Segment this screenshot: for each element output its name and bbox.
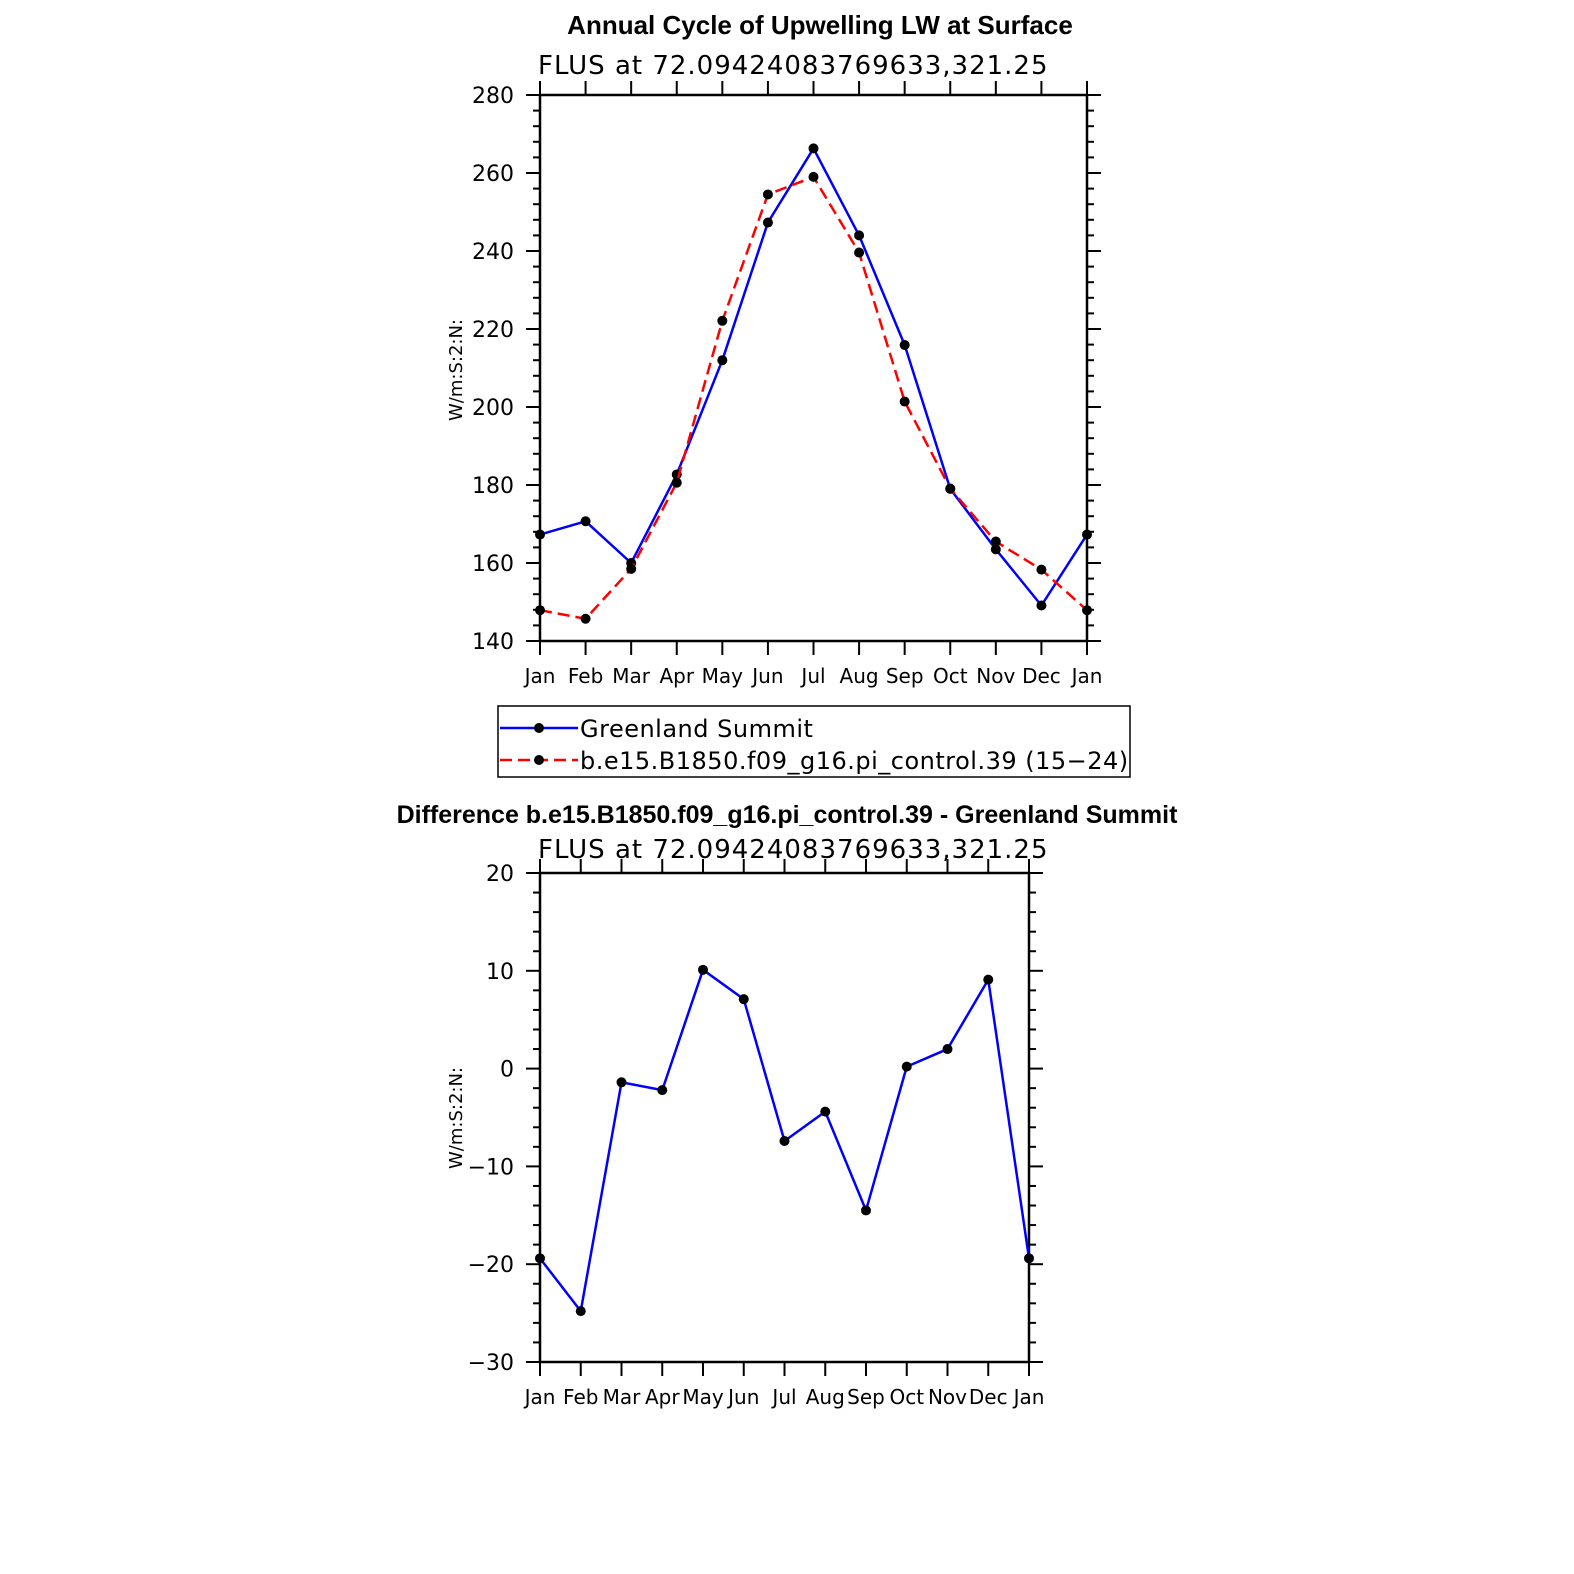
chart2-series-0-point (901, 1061, 912, 1072)
chart1-series-1-point (808, 171, 819, 182)
chart1-x-tick-label: Jan (523, 664, 556, 688)
chart2-y-tick-label: −30 (468, 1351, 514, 1376)
chart1-series-1-point (580, 613, 591, 624)
chart1-series-1-point (990, 536, 1001, 547)
chart1-x-tick-label: Oct (933, 664, 968, 688)
chart1-x-tick-label: Jul (799, 664, 825, 688)
chart2-x-tick-label: Jul (770, 1385, 796, 1409)
chart1-series-0-point (717, 355, 728, 366)
chart2-series-0-point (698, 964, 708, 975)
chart1-y-tick-label: 140 (472, 630, 514, 655)
legend: Greenland Summit b.e15.B1850.f09_g16.pi_… (497, 705, 1131, 778)
chart2-series-0-point (738, 994, 749, 1005)
chart2-x-tick-label: Aug (806, 1385, 845, 1409)
chart1-series-0-point (899, 339, 910, 350)
chart2-plot-frame (538, 871, 1031, 1364)
chart1-series-1-point (535, 605, 545, 616)
chart2-y-axis-label: W/m:S:2:N: (446, 1067, 467, 1169)
chart1-series-0-point (762, 217, 773, 228)
chart2-series-0-point (657, 1085, 668, 1096)
chart1-x-tick-label: Jun (750, 664, 783, 688)
chart1-x-tick-label: Feb (568, 664, 603, 688)
chart1-x-tick-label: May (702, 664, 744, 688)
chart2-series-0-point (575, 1306, 586, 1317)
legend-box (497, 705, 1131, 778)
chart1-y-tick-label: 280 (472, 84, 514, 109)
chart2-x-tick-label: Apr (645, 1385, 680, 1409)
chart1-y-tick-label: 180 (472, 474, 514, 499)
chart1-series-1-point (717, 315, 728, 326)
chart2-y-tick-label: −10 (468, 1155, 514, 1180)
chart1-x-tick-label: Sep (886, 664, 924, 688)
chart2-y-tick-label: −20 (468, 1253, 514, 1278)
chart1-series-1-point (762, 189, 773, 200)
chart1-y-tick-label: 260 (472, 162, 514, 187)
chart2-x-tick-label: Jun (726, 1385, 759, 1409)
chart1-series-1-point (626, 563, 637, 574)
chart1-series-0-point (808, 143, 819, 154)
chart1-series-0-point (854, 230, 865, 241)
chart2-series-0-point (1024, 1253, 1034, 1264)
chart1-x-tick-label: Mar (612, 664, 651, 688)
chart2-series-0-point (535, 1253, 545, 1264)
chart2-x-tick-label: Feb (563, 1385, 598, 1409)
chart1-series-1-point (1082, 605, 1092, 616)
legend-label-model: b.e15.B1850.f09_g16.pi_control.39 (15−24… (580, 747, 1129, 775)
chart1-x-tick-label: Jan (1070, 664, 1103, 688)
legend-label-greenland-summit: Greenland Summit (580, 715, 813, 743)
chart2-series-0-point (942, 1044, 953, 1055)
chart1-series-0-point (990, 544, 1001, 555)
chart2-subtitle: FLUS at 72.09424083769633,321.25 (538, 835, 1049, 865)
chart1-x-tick-label: Dec (1022, 664, 1061, 688)
chart2-x-tick-label: May (682, 1385, 724, 1409)
chart1-series-1-point (945, 483, 956, 494)
chart1-y-tick-label: 200 (472, 396, 514, 421)
chart2-title: Difference b.e15.B1850.f09_g16.pi_contro… (397, 801, 1179, 829)
chart1-x-tick-label: Apr (659, 664, 694, 688)
chart1-title: Annual Cycle of Upwelling LW at Surface (567, 10, 1073, 40)
chart1-series-0-point (1036, 600, 1047, 611)
chart1-series-1-point (671, 477, 682, 488)
chart1-y-tick-label: 240 (472, 240, 514, 265)
chart2-y-tick-label: 10 (486, 960, 514, 985)
chart2-y-tick-label: 0 (500, 1058, 514, 1083)
chart2-x-tick-label: Oct (889, 1385, 924, 1409)
legend-marker-greenland-summit (534, 723, 544, 733)
chart2-y-tick-label: 20 (486, 862, 514, 887)
chart2-plot: −30 −20 −10 0 10 20 Jan Feb Mar Apr May Jun Jul Aug Se… (468, 859, 1045, 1409)
chart1-subtitle: FLUS at 72.09424083769633,321.25 (538, 51, 1049, 81)
chart1-series-0-point (580, 516, 591, 527)
chart1-series-1-point (899, 396, 910, 407)
chart2-x-tick-label: Jan (1012, 1385, 1045, 1409)
chart2-series-0-point (983, 974, 994, 985)
chart1-x-tick-label: Aug (840, 664, 879, 688)
chart1-y-tick-label: 160 (472, 552, 514, 577)
chart1-x-tick-label: Nov (976, 664, 1015, 688)
chart1-series-1-point (854, 247, 865, 258)
chart1-y-axis-label: W/m:S:2:N: (446, 319, 467, 421)
chart2-x-tick-label: Mar (603, 1385, 642, 1409)
chart2-x-tick-label: Nov (928, 1385, 967, 1409)
chart1-series-1-point (1036, 564, 1047, 575)
legend-marker-model (534, 755, 544, 765)
chart1-series-0-point (1082, 529, 1092, 540)
chart2-series-0-point (820, 1106, 831, 1117)
chart1-series-0-line (539, 147, 1089, 607)
chart1-series-0-point (535, 529, 545, 540)
chart2-series-0-point (779, 1135, 790, 1146)
chart2-x-tick-label: Jan (523, 1385, 556, 1409)
chart2-x-tick-label: Dec (969, 1385, 1008, 1409)
chart2-x-tick-label: Sep (847, 1385, 885, 1409)
chart2-series-0-point (861, 1205, 871, 1216)
chart1-y-tick-label: 220 (472, 318, 514, 343)
chart1-series-1-line (539, 175, 1088, 621)
chart2-series-0-point (616, 1077, 627, 1088)
